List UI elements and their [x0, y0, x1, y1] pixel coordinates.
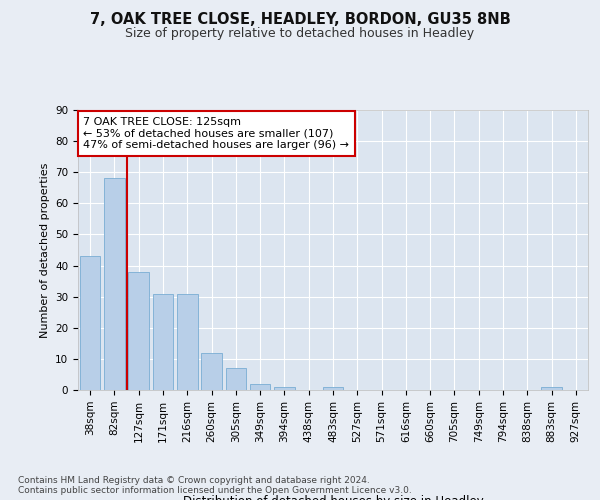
Text: 7, OAK TREE CLOSE, HEADLEY, BORDON, GU35 8NB: 7, OAK TREE CLOSE, HEADLEY, BORDON, GU35… — [89, 12, 511, 28]
Y-axis label: Number of detached properties: Number of detached properties — [40, 162, 50, 338]
Bar — [128, 272, 149, 390]
Bar — [177, 294, 197, 390]
Bar — [104, 178, 125, 390]
Text: 7 OAK TREE CLOSE: 125sqm
← 53% of detached houses are smaller (107)
47% of semi-: 7 OAK TREE CLOSE: 125sqm ← 53% of detach… — [83, 117, 349, 150]
Bar — [274, 387, 295, 390]
Text: Contains HM Land Registry data © Crown copyright and database right 2024.
Contai: Contains HM Land Registry data © Crown c… — [18, 476, 412, 495]
Text: Size of property relative to detached houses in Headley: Size of property relative to detached ho… — [125, 28, 475, 40]
Bar — [226, 368, 246, 390]
Bar — [323, 387, 343, 390]
Bar — [250, 384, 271, 390]
Bar — [80, 256, 100, 390]
Bar — [541, 387, 562, 390]
X-axis label: Distribution of detached houses by size in Headley: Distribution of detached houses by size … — [182, 494, 484, 500]
Bar — [201, 352, 222, 390]
Bar — [152, 294, 173, 390]
